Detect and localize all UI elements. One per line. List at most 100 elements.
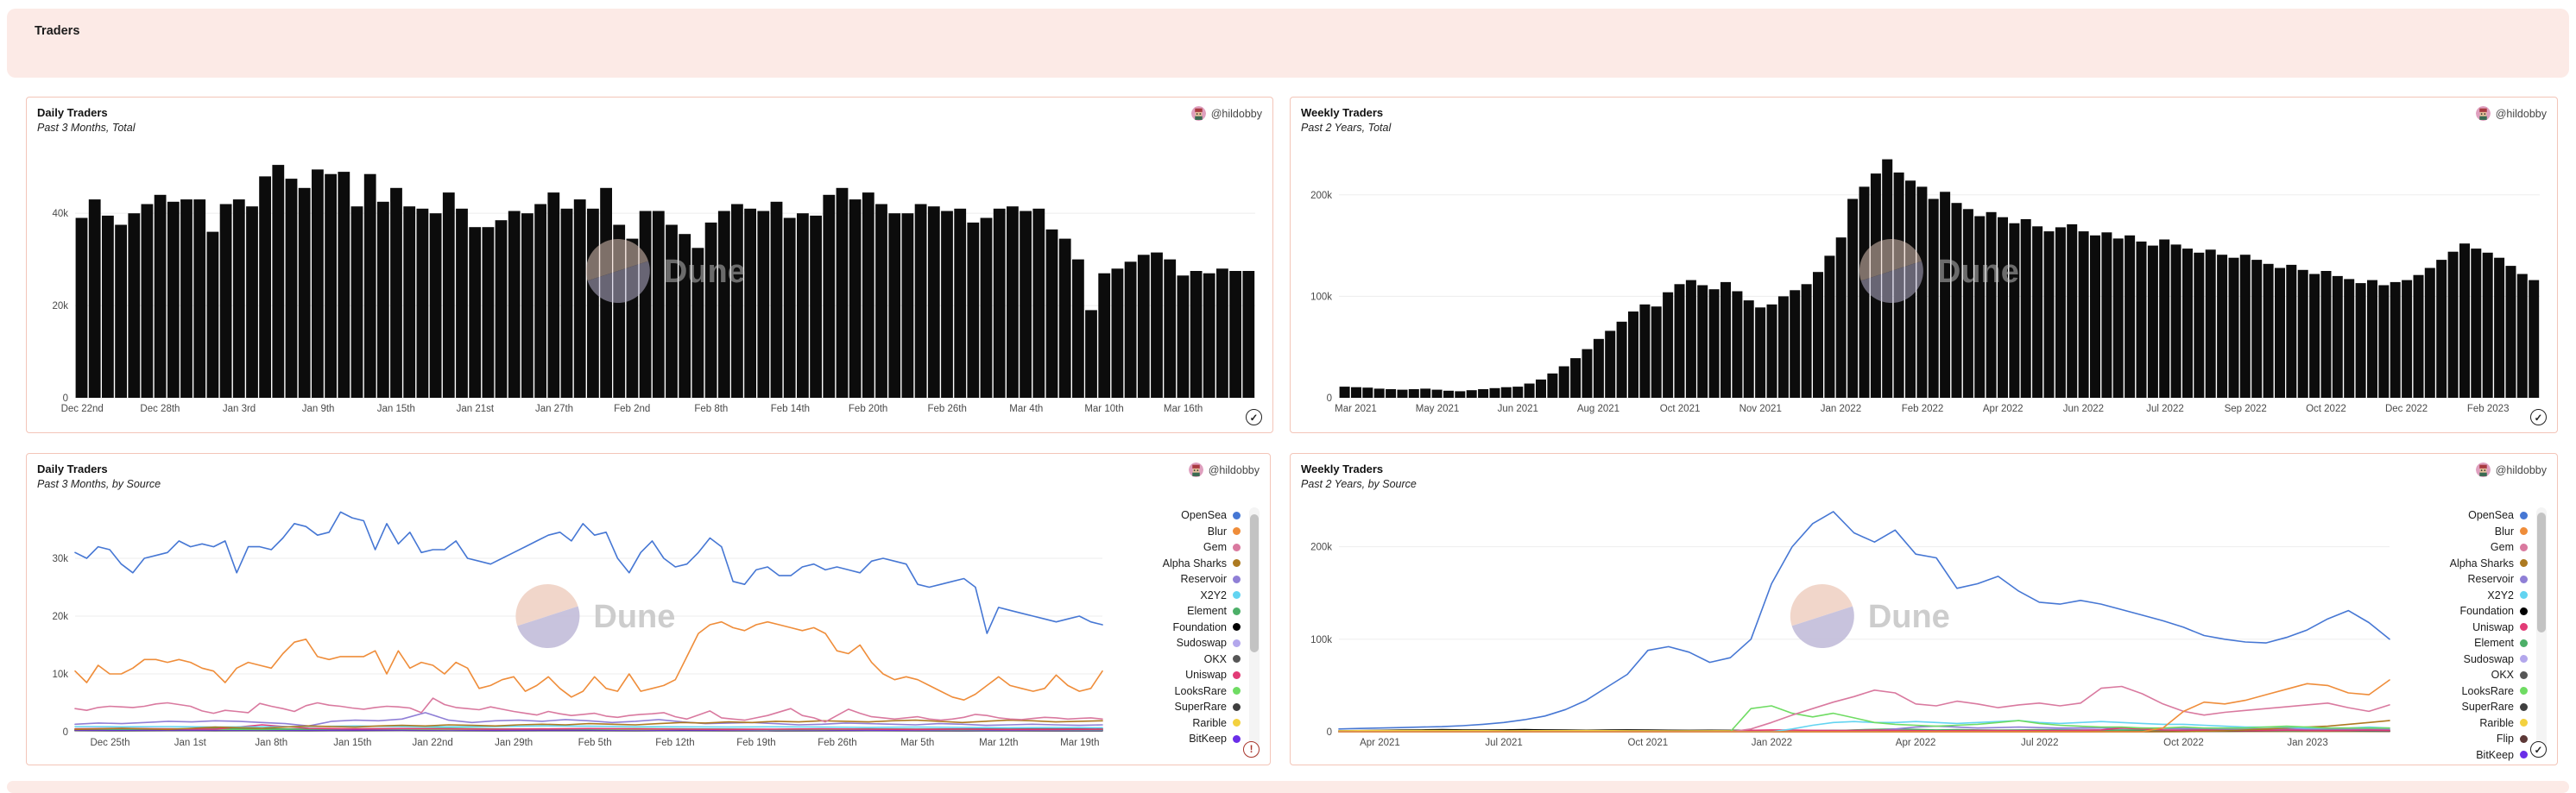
chart-subtitle: Past 3 Months, Total: [37, 122, 136, 134]
legend-item-reservoir[interactable]: Reservoir: [1109, 571, 1241, 588]
svg-text:Feb 19th: Feb 19th: [736, 738, 775, 748]
svg-text:Jan 2022: Jan 2022: [1821, 404, 1861, 414]
svg-text:200k: 200k: [1310, 543, 1332, 553]
legend-color-dot: [1233, 607, 1241, 615]
svg-text:Oct 2021: Oct 2021: [1660, 404, 1701, 414]
svg-text:Dec 25th: Dec 25th: [90, 738, 129, 748]
svg-text:Dec 28th: Dec 28th: [140, 404, 180, 414]
legend-color-dot: [2520, 591, 2528, 600]
svg-text:Apr 2022: Apr 2022: [1896, 738, 1936, 748]
svg-text:100k: 100k: [1310, 635, 1332, 645]
legend-item-okx[interactable]: OKX: [2396, 667, 2528, 683]
svg-text:Jan 27th: Jan 27th: [535, 404, 573, 414]
author-byline[interactable]: @hildobby: [1190, 106, 1262, 121]
legend-item-okx[interactable]: OKX: [1109, 651, 1241, 668]
legend-color-dot: [1233, 702, 1241, 711]
legend-color-dot: [2520, 623, 2528, 632]
svg-text:200k: 200k: [1310, 191, 1332, 201]
legend-color-dot: [2520, 734, 2528, 743]
legend-item-foundation[interactable]: Foundation: [2396, 603, 2528, 620]
svg-text:Jun 2021: Jun 2021: [1498, 404, 1538, 414]
legend-item-sudoswap[interactable]: Sudoswap: [2396, 651, 2528, 668]
legend-item-gem[interactable]: Gem: [1109, 539, 1241, 556]
legend-item-opensea[interactable]: OpenSea: [2396, 507, 2528, 524]
author-byline[interactable]: @hildobby: [1188, 463, 1260, 477]
legend-item-alpha-sharks[interactable]: Alpha Sharks: [1109, 556, 1241, 572]
legend-item-superrare[interactable]: SuperRare: [2396, 699, 2528, 715]
svg-text:Oct 2022: Oct 2022: [2163, 738, 2204, 748]
chart-subtitle: Past 3 Months, by Source: [37, 478, 161, 490]
legend-item-x2y2[interactable]: X2Y2: [2396, 588, 2528, 604]
card-weekly-traders-total: Weekly Traders Past 2 Years, Total @hild…: [1290, 97, 2558, 433]
legend-scrollbar-thumb[interactable]: [1250, 514, 1259, 652]
legend-item-uniswap[interactable]: Uniswap: [2396, 620, 2528, 636]
legend-color-dot: [2520, 670, 2528, 679]
legend-scrollbar[interactable]: [1249, 507, 1260, 758]
legend-item-element[interactable]: Element: [1109, 603, 1241, 620]
legend-item-element[interactable]: Element: [2396, 635, 2528, 651]
daily-traders-bar-chart[interactable]: 0 20k 40k Dune Dec 22nd Dec 28th Jan 3rd Jan 9t…: [37, 139, 1262, 417]
dashboard-header-band: Traders: [7, 9, 2569, 78]
legend-item-opensea[interactable]: OpenSea: [1109, 507, 1241, 524]
svg-text:Jan 8th: Jan 8th: [255, 738, 287, 748]
legend-item-looksrare[interactable]: LooksRare: [1109, 683, 1241, 700]
svg-text:Feb 2023: Feb 2023: [2467, 404, 2510, 414]
legend-color-dot: [2520, 719, 2528, 727]
svg-text:Jul 2022: Jul 2022: [2021, 738, 2058, 748]
legend-scrollbar[interactable]: [2536, 507, 2547, 758]
status-check-icon[interactable]: ✓: [1246, 409, 1262, 425]
svg-text:Apr 2021: Apr 2021: [1360, 738, 1400, 748]
legend-item-sudoswap[interactable]: Sudoswap: [1109, 635, 1241, 651]
legend-item-flip[interactable]: Flip: [2396, 731, 2528, 747]
svg-text:Jan 2022: Jan 2022: [1752, 738, 1792, 748]
author-handle: @hildobby: [1208, 463, 1260, 476]
author-byline[interactable]: @hildobby: [2475, 106, 2547, 121]
card-weekly-traders-by-source: Weekly Traders Past 2 Years, by Source @…: [1290, 453, 2558, 765]
svg-text:Feb 2nd: Feb 2nd: [614, 404, 650, 414]
legend-item-rarible[interactable]: Rarible: [1109, 715, 1241, 732]
card-titles: Daily Traders Past 3 Months, by Source: [37, 463, 161, 490]
author-handle: @hildobby: [2495, 107, 2547, 120]
svg-text:Oct 2021: Oct 2021: [1627, 738, 1668, 748]
svg-text:Dune: Dune: [593, 599, 675, 635]
legend-item-alpha-sharks[interactable]: Alpha Sharks: [2396, 556, 2528, 572]
legend-item-bitkeep[interactable]: BitKeep: [2396, 747, 2528, 764]
card-header: Daily Traders Past 3 Months, Total @hild…: [37, 106, 1262, 139]
svg-text:Jan 2023: Jan 2023: [2287, 738, 2327, 748]
legend-item-foundation[interactable]: Foundation: [1109, 620, 1241, 636]
svg-text:0: 0: [63, 727, 68, 738]
card-titles: Daily Traders Past 3 Months, Total: [37, 106, 136, 134]
legend-item-blur[interactable]: Blur: [2396, 524, 2528, 540]
svg-text:Nov 2021: Nov 2021: [1739, 404, 1782, 414]
legend-color-dot: [1233, 639, 1241, 647]
legend-item-gem[interactable]: Gem: [2396, 539, 2528, 556]
svg-text:Feb 20th: Feb 20th: [849, 404, 887, 414]
dashboard-title: Traders: [35, 24, 80, 38]
legend-item-bitkeep[interactable]: BitKeep: [1109, 731, 1241, 747]
legend-item-uniswap[interactable]: Uniswap: [1109, 667, 1241, 683]
status-check-icon[interactable]: ✓: [2530, 741, 2547, 758]
author-byline[interactable]: @hildobby: [2475, 463, 2547, 477]
chart-title: Daily Traders: [37, 106, 108, 119]
legend-color-dot: [2520, 687, 2528, 695]
legend-item-blur[interactable]: Blur: [1109, 524, 1241, 540]
svg-text:Mar 5th: Mar 5th: [900, 738, 934, 748]
legend-item-reservoir[interactable]: Reservoir: [2396, 571, 2528, 588]
legend-color-dot: [2520, 543, 2528, 551]
daily-traders-by-source-line-chart[interactable]: 0 10k 20k 30k Dune Dec 25th Jan 1st Jan 8th Jan …: [37, 495, 1109, 751]
weekly-traders-bar-chart[interactable]: 0 100k 200k Dune Mar 2021 May 2021 Jun 2021 Aug…: [1301, 139, 2547, 417]
weekly-traders-by-source-line-chart[interactable]: 0 100k 200k Dune Apr 2021 Jul 2021 Oct 2021 Jan…: [1301, 495, 2396, 751]
card-header: Daily Traders Past 3 Months, by Source @…: [37, 463, 1260, 495]
legend-color-dot: [1233, 670, 1241, 679]
legend-item-looksrare[interactable]: LooksRare: [2396, 683, 2528, 700]
legend-item-rarible[interactable]: Rarible: [2396, 715, 2528, 732]
legend-item-superrare[interactable]: SuperRare: [1109, 699, 1241, 715]
svg-text:20k: 20k: [52, 612, 68, 622]
legend-item-x2y2[interactable]: X2Y2: [1109, 588, 1241, 604]
chart-subtitle: Past 2 Years, by Source: [1301, 478, 1417, 490]
legend-scrollbar-thumb[interactable]: [2537, 513, 2546, 633]
svg-text:20k: 20k: [52, 301, 68, 312]
status-check-icon[interactable]: ✓: [2530, 409, 2547, 425]
svg-text:Mar 10th: Mar 10th: [1084, 404, 1123, 414]
status-error-icon[interactable]: !: [1243, 741, 1260, 758]
